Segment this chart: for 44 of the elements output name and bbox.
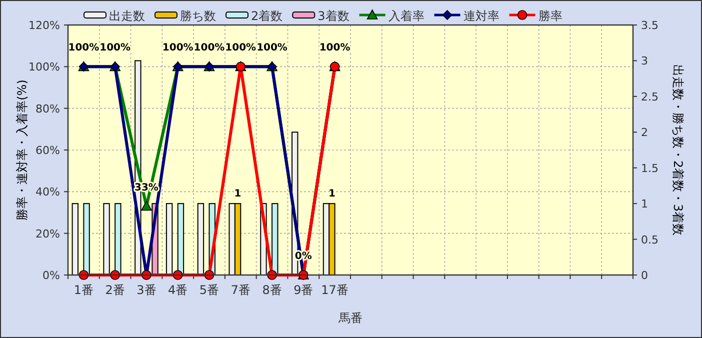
data-label: 100% bbox=[225, 42, 256, 54]
y-tick-label: 100% bbox=[28, 60, 60, 74]
x-tick-label: 8番 bbox=[262, 283, 282, 297]
y-tick-label: 20% bbox=[36, 227, 60, 240]
data-label: 100% bbox=[319, 42, 350, 54]
y-tick-label: 0% bbox=[42, 269, 60, 282]
x-tick-label: 1番 bbox=[74, 283, 94, 297]
y2-tick-label: 3.5 bbox=[641, 19, 658, 32]
x-tick-label: 17番 bbox=[321, 283, 348, 297]
data-label: 1 bbox=[328, 188, 336, 200]
y2-tick-label: 0.5 bbox=[641, 233, 658, 246]
y2-axis-title: 出走数・勝ち数・2着数・3着数 bbox=[671, 64, 685, 236]
legend-label: 出走数 bbox=[109, 9, 145, 23]
legend-label: 勝率 bbox=[538, 9, 562, 23]
y-tick-label: 120% bbox=[28, 19, 60, 32]
data-label: 1 bbox=[234, 188, 242, 200]
data-label: 100% bbox=[68, 42, 100, 54]
y2-tick-label: 2.5 bbox=[641, 90, 658, 104]
data-label: 100% bbox=[100, 42, 131, 54]
legend-label: 勝ち数 bbox=[180, 9, 216, 23]
x-tick-label: 3番 bbox=[136, 283, 156, 297]
x-tick-label: 5番 bbox=[199, 283, 220, 297]
point bbox=[141, 200, 152, 211]
x-tick-label: 9番 bbox=[294, 283, 314, 297]
y2-tick-label: 1 bbox=[641, 198, 648, 211]
data-label: 100% bbox=[256, 42, 288, 54]
x-tick-label: 7番 bbox=[230, 283, 250, 297]
y2-tick-label: 3 bbox=[641, 54, 648, 68]
legend-label: 入着率 bbox=[388, 9, 424, 23]
y-axis-title: 勝率・連対率・入着率(%) bbox=[15, 80, 29, 220]
y2-tick-label: 2 bbox=[641, 126, 648, 140]
y2-tick-label: 1.5 bbox=[641, 162, 658, 175]
legend-label: 連対率 bbox=[463, 9, 500, 23]
data-label: 100% bbox=[162, 42, 194, 54]
y-tick-label: 80% bbox=[36, 102, 60, 116]
x-tick-label: 4番 bbox=[168, 283, 188, 297]
x-tick-label: 2番 bbox=[105, 283, 125, 297]
x-axis-title: 馬番 bbox=[338, 311, 362, 325]
y-tick-label: 40% bbox=[36, 186, 60, 199]
y-tick-label: 60% bbox=[36, 144, 60, 157]
legend-label: 3着数 bbox=[318, 9, 350, 23]
legend-label: 2着数 bbox=[251, 9, 283, 23]
data-label: 100% bbox=[194, 42, 225, 54]
y2-tick-label: 0 bbox=[641, 269, 648, 282]
